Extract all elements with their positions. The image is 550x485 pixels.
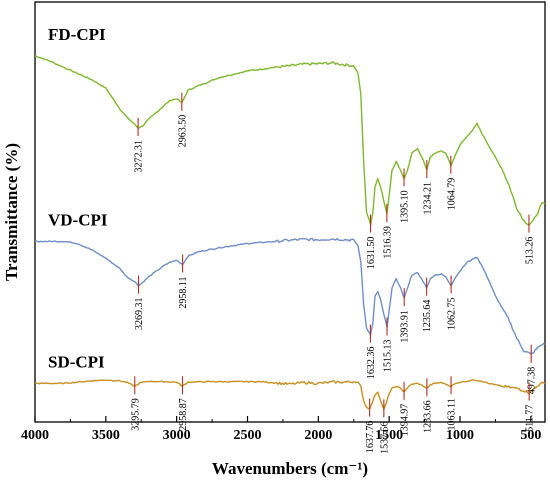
x-tick-label: 1500 xyxy=(375,428,403,443)
peak-label: 1234.21 xyxy=(422,182,433,215)
peak-label: 1637.76 xyxy=(365,421,376,454)
x-tick-label: 4000 xyxy=(21,428,49,443)
peak-label: 2963.50 xyxy=(177,115,188,148)
peak-label: 1516.39 xyxy=(382,226,393,259)
peak-label: 1064.79 xyxy=(446,178,457,211)
peak-label: 1515.13 xyxy=(383,340,394,373)
peak-label: 1062.75 xyxy=(447,298,458,331)
peak-label: 1393.91 xyxy=(400,310,411,343)
peak-label: 3269.31 xyxy=(134,298,145,331)
y-axis-title: Transmittance (%) xyxy=(2,143,21,281)
peak-label: 1063.11 xyxy=(447,398,458,430)
peak-label: 1235.64 xyxy=(422,300,433,333)
peak-label: 1631.50 xyxy=(366,237,377,270)
peak-label: 1537.56 xyxy=(379,421,390,454)
series-layer xyxy=(34,55,546,410)
x-tick-label: 500 xyxy=(520,428,541,443)
peak-label: 497.38 xyxy=(527,367,538,395)
x-axis-title: Wavenumbers (cm⁻¹) xyxy=(212,459,368,478)
series-labels: FD-CPI VD-CPI SD-CPI xyxy=(48,25,108,372)
peak-label: 3295.79 xyxy=(130,398,141,431)
peak-label: 1233.66 xyxy=(422,400,433,433)
series-line-fd-cpi xyxy=(34,55,546,226)
peak-markers: 3272.31 2963.50 1631.50 1516.39 1395.10 1234.… xyxy=(130,92,538,454)
x-tick-label: 2000 xyxy=(304,428,332,443)
x-tick-label: 3500 xyxy=(92,428,120,443)
series-name-label: FD-CPI xyxy=(48,25,106,44)
x-tick-label: 1000 xyxy=(446,428,474,443)
series-line-sd-cpi xyxy=(34,379,546,410)
peak-label: 511.77 xyxy=(525,405,536,432)
peak-label: 1632.36 xyxy=(366,347,377,380)
x-tick-label: 2500 xyxy=(234,428,262,443)
x-tick-label: 3000 xyxy=(163,428,191,443)
series-line-vd-cpi xyxy=(34,237,546,355)
peak-label: 2958.11 xyxy=(178,277,189,309)
series-name-label: SD-CPI xyxy=(48,352,105,371)
peak-label: 513.26 xyxy=(525,237,536,265)
x-axis-ticks: 4000 3500 3000 2500 2000 1500 1000 500 xyxy=(21,416,541,443)
peak-label: 1394.97 xyxy=(400,404,411,437)
peak-label: 3272.31 xyxy=(134,140,145,173)
series-name-label: VD-CPI xyxy=(48,210,108,229)
peak-label: 1395.10 xyxy=(400,190,411,223)
plot-frame xyxy=(34,1,546,423)
peak-label: 2958.87 xyxy=(178,398,189,431)
